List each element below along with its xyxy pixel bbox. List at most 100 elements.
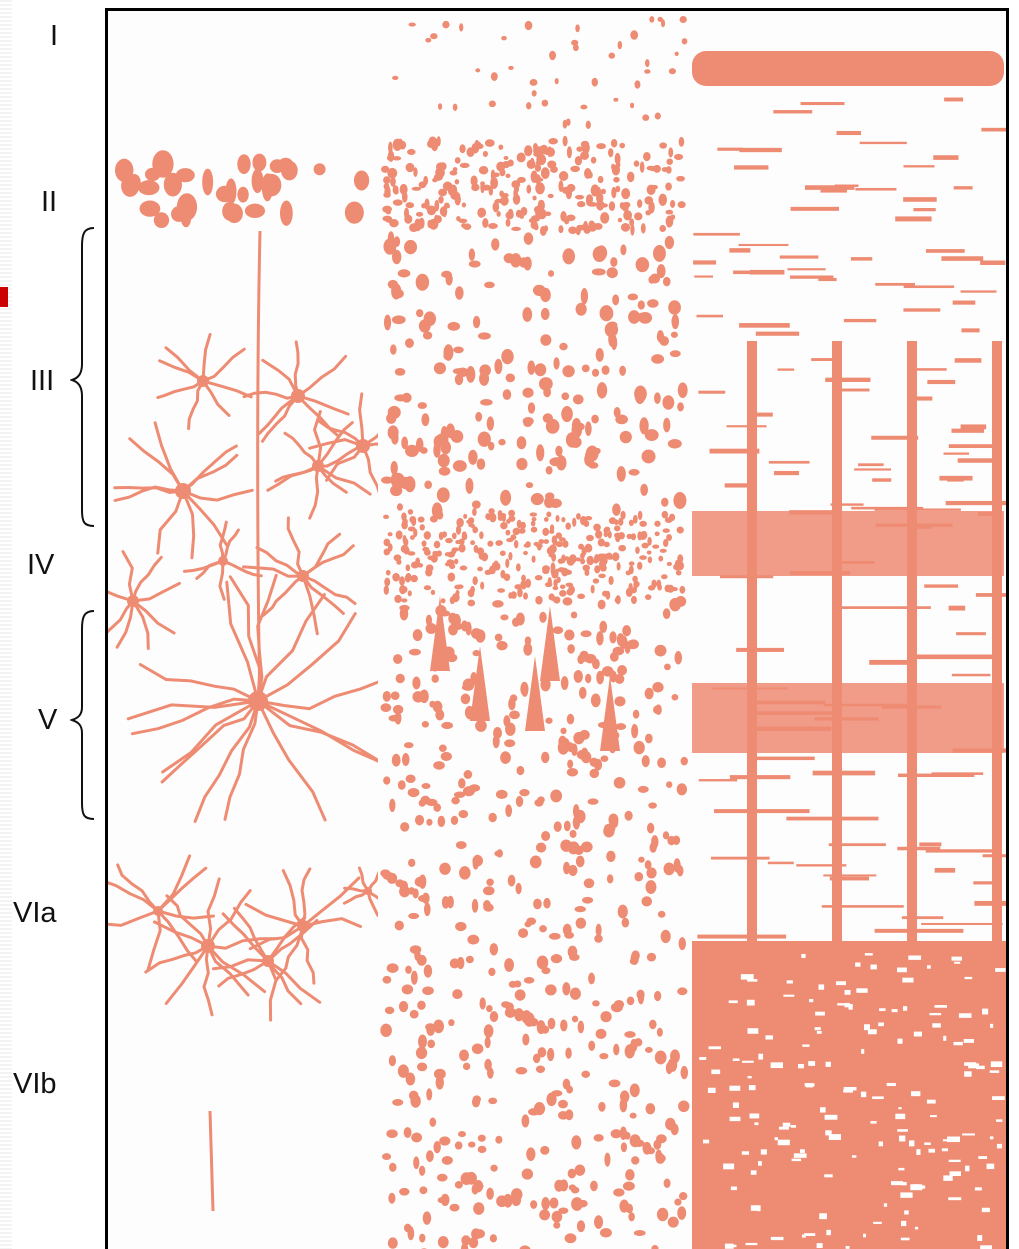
nissl-cell-body xyxy=(614,532,622,539)
nissl-cell-body xyxy=(644,594,652,601)
myelin-horizontal-fiber xyxy=(973,881,993,885)
golgi-pyramidal-dendrite xyxy=(361,442,378,448)
nissl-cell-body xyxy=(461,620,469,632)
nissl-cell-body xyxy=(423,964,433,978)
nissl-cell-body xyxy=(611,163,616,171)
nissl-cell-body xyxy=(641,449,656,464)
nissl-cell-body xyxy=(521,1114,530,1128)
nissl-cell-body xyxy=(524,636,532,646)
nissl-cell-body xyxy=(526,102,532,110)
golgi-deep-cell-dendrite xyxy=(202,944,214,1017)
nissl-cell-body xyxy=(471,898,479,913)
golgi-pyramidal-dendrite xyxy=(121,550,135,603)
nissl-cell-body xyxy=(495,540,503,546)
nissl-cell-body xyxy=(492,172,500,178)
nissl-cell-body xyxy=(665,182,672,191)
nissl-cell-body xyxy=(530,520,536,527)
myelin-horizontal-fiber xyxy=(903,285,955,289)
myelin-horizontal-fiber xyxy=(951,428,985,433)
nissl-cell-body xyxy=(525,482,534,489)
nissl-cell-body xyxy=(599,1052,609,1060)
myelin-gap xyxy=(770,1236,784,1241)
myelin-horizontal-fiber xyxy=(777,368,795,371)
nissl-cell-body xyxy=(472,855,483,867)
golgi-small-cell xyxy=(261,173,273,202)
nissl-cell-body xyxy=(560,676,569,691)
nissl-cell-body xyxy=(646,952,657,962)
nissl-cell-body xyxy=(554,1179,564,1192)
nissl-cell-body xyxy=(523,977,535,984)
nissl-cell-body xyxy=(614,519,619,526)
nissl-cell-body xyxy=(518,528,526,534)
nissl-cell-body xyxy=(564,931,575,939)
nissl-cell-body xyxy=(567,644,575,654)
nissl-cell-body xyxy=(542,567,550,575)
nissl-cell-body xyxy=(421,782,431,790)
nissl-cell-body xyxy=(455,841,467,850)
nissl-cell-body xyxy=(588,1040,596,1051)
nissl-cell-body xyxy=(569,987,581,1000)
nissl-cell-body xyxy=(390,691,400,701)
nissl-cell-body xyxy=(654,531,660,537)
nissl-cell-body xyxy=(506,518,511,524)
myelin-gap xyxy=(750,1205,761,1211)
myelin-gap xyxy=(989,1136,994,1140)
nissl-cell-body xyxy=(447,559,455,565)
golgi-deep-cell-dendrite xyxy=(248,924,305,951)
nissl-cell-body xyxy=(505,373,516,383)
nissl-cell-body xyxy=(403,207,410,220)
myelin-horizontal-fiber xyxy=(897,773,975,778)
nissl-cell-body xyxy=(555,515,560,523)
nissl-cell-body xyxy=(520,206,528,216)
nissl-cell-body xyxy=(662,831,670,840)
nissl-cell-body xyxy=(595,530,603,539)
nissl-cell-body xyxy=(456,956,465,970)
nissl-cell-body xyxy=(438,466,451,476)
nissl-cell-body xyxy=(654,1050,667,1065)
nissl-cell-body xyxy=(666,781,673,789)
nissl-cell-body xyxy=(620,1142,628,1153)
golgi-pyramidal-dendrite xyxy=(261,358,300,398)
nissl-cell-body xyxy=(590,1180,598,1192)
golgi-small-cell xyxy=(313,163,326,176)
nissl-cell-body xyxy=(561,186,571,194)
golgi-small-cell xyxy=(127,173,141,191)
golgi-axon xyxy=(208,1110,215,1212)
nissl-cell-body xyxy=(599,1227,612,1238)
nissl-cell-body xyxy=(403,538,409,547)
myelin-horizontal-fiber xyxy=(943,452,970,455)
nissl-cell-body xyxy=(500,614,509,621)
myelin-horizontal-fiber xyxy=(871,435,919,440)
nissl-cell-body xyxy=(408,887,416,895)
golgi-deep-cell-dendrite xyxy=(301,876,361,928)
nissl-cell-body xyxy=(562,982,571,996)
nissl-cell-body xyxy=(400,544,409,554)
nissl-pyramidal-cell xyxy=(525,656,545,731)
nissl-cell-body xyxy=(533,147,538,155)
golgi-stellate-dendrite xyxy=(183,559,225,573)
nissl-cell-body xyxy=(535,1065,546,1074)
golgi-stain-column xyxy=(108,150,378,1212)
nissl-cell-body xyxy=(559,584,566,590)
golgi-stellate-dendrite xyxy=(342,889,370,905)
nissl-cell-body xyxy=(463,770,473,779)
layer-v-brace xyxy=(70,610,95,820)
golgi-large-pyramidal-dendrite xyxy=(256,573,278,703)
myelin-gap xyxy=(835,981,846,986)
nissl-cell-body xyxy=(558,1207,569,1214)
nissl-cell-body xyxy=(541,751,550,764)
nissl-cell-body xyxy=(601,555,608,566)
nissl-cell-body xyxy=(613,1043,620,1056)
layer-label-vib: VIb xyxy=(13,1068,57,1100)
nissl-cell-body xyxy=(538,539,545,545)
nissl-cell-body xyxy=(572,44,579,52)
golgi-deep-cell-dendrite xyxy=(206,889,252,948)
nissl-cell-body xyxy=(458,543,466,553)
myelin-gap xyxy=(724,1243,734,1249)
nissl-cell-body xyxy=(570,165,581,173)
myelin-horizontal-fiber xyxy=(767,861,794,865)
myelin-horizontal-fiber xyxy=(895,216,932,222)
nissl-cell-body xyxy=(399,183,408,195)
nissl-cell-body xyxy=(571,417,582,434)
myelin-gap xyxy=(804,1083,815,1087)
